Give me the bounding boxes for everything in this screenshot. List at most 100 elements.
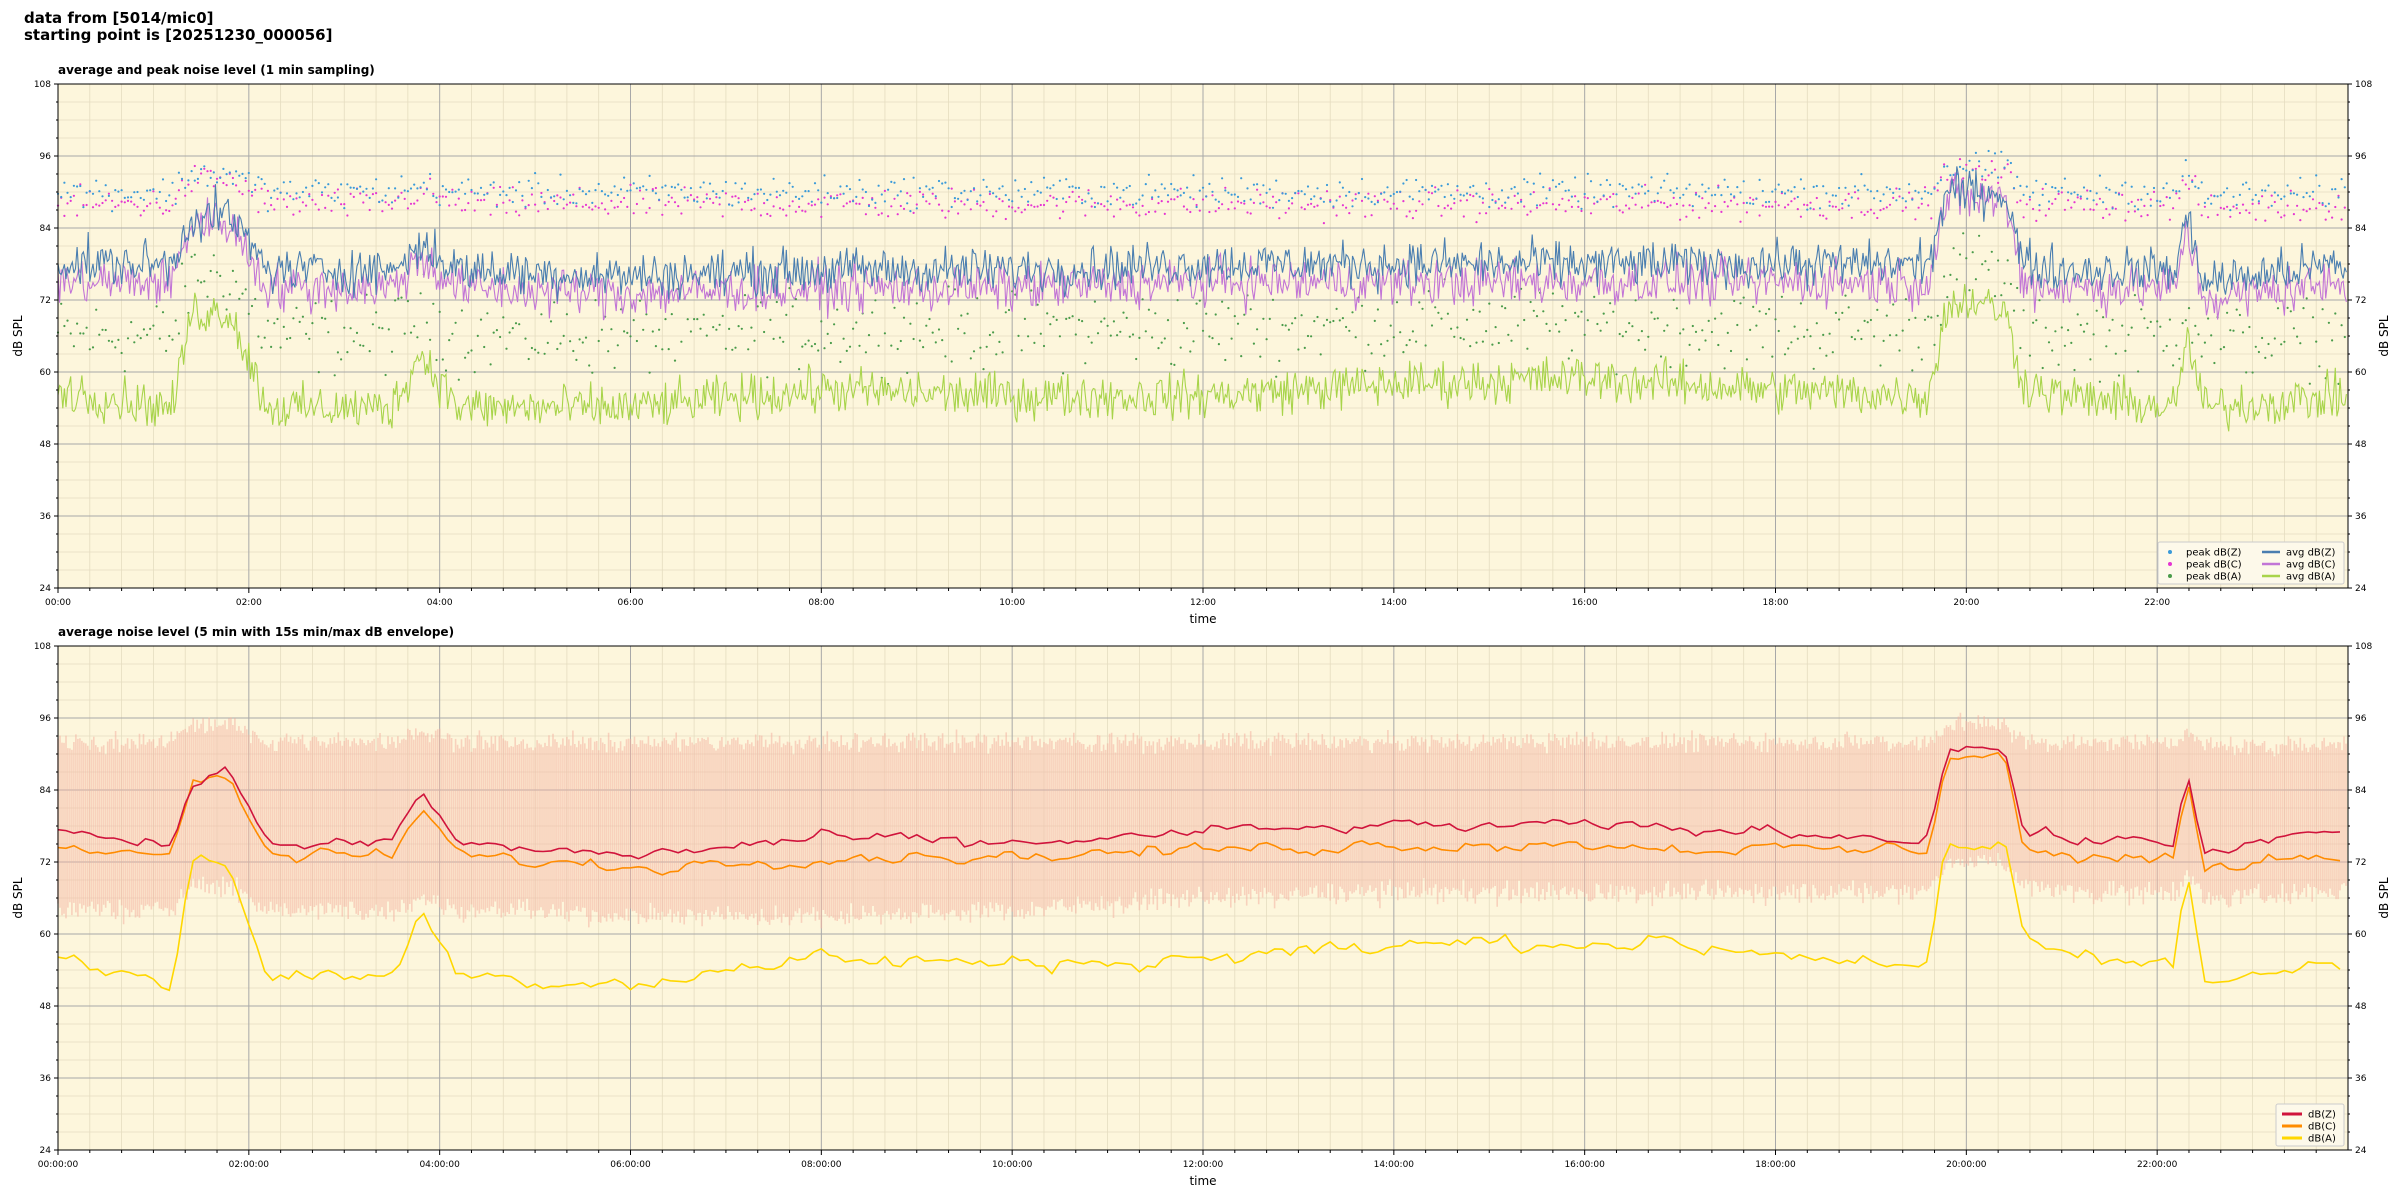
x-tick-label: 22:00:00	[2137, 1160, 2178, 1170]
peak-point	[1313, 205, 1316, 208]
peak-point	[378, 326, 381, 329]
peak-point	[1170, 182, 1173, 186]
peak-point	[1787, 203, 1790, 206]
peak-point	[451, 332, 454, 335]
peak-point	[435, 196, 438, 199]
peak-point	[750, 326, 753, 329]
peak-point	[400, 296, 403, 299]
peak-point	[944, 355, 947, 358]
peak-point	[941, 182, 944, 185]
peak-point	[2226, 205, 2229, 208]
peak-point	[126, 196, 130, 199]
peak-point	[505, 194, 508, 197]
peak-point	[931, 186, 934, 189]
peak-point	[1822, 333, 1825, 336]
peak-point	[2137, 370, 2140, 373]
peak-point	[1020, 211, 1023, 214]
peak-point	[2289, 192, 2292, 195]
peak-point	[241, 193, 244, 196]
peak-point	[365, 194, 368, 197]
peak-point	[1392, 192, 1395, 196]
peak-point	[1268, 317, 1271, 320]
peak-point	[804, 210, 807, 213]
legend-label: dB(A)	[2308, 1134, 2336, 1145]
peak-point	[1275, 375, 1278, 378]
peak-point	[1698, 348, 1701, 351]
peak-point	[1345, 194, 1348, 197]
peak-point	[1869, 190, 1872, 193]
peak-point	[1542, 186, 1545, 189]
peak-point	[2184, 319, 2187, 322]
peak-point	[1644, 348, 1647, 351]
peak-point	[1411, 198, 1414, 201]
peak-point	[1341, 186, 1344, 189]
peak-point	[1262, 317, 1265, 320]
peak-point	[1268, 206, 1271, 209]
peak-point	[308, 195, 311, 198]
peak-point	[1958, 158, 1962, 161]
peak-point	[2203, 201, 2206, 204]
peak-point	[120, 200, 123, 203]
peak-point	[1888, 188, 1892, 191]
peak-point	[1834, 205, 1837, 208]
peak-point	[1612, 310, 1615, 313]
peak-point	[2289, 189, 2292, 192]
peak-point	[572, 349, 575, 353]
peak-point	[1116, 334, 1119, 337]
peak-point	[645, 313, 648, 316]
peak-point	[2051, 349, 2054, 352]
peak-point	[2111, 318, 2114, 321]
peak-point	[2331, 188, 2334, 191]
peak-point	[769, 193, 772, 196]
peak-point	[371, 187, 374, 190]
peak-point	[1710, 210, 1713, 213]
peak-point	[209, 169, 212, 172]
peak-point	[1723, 200, 1726, 204]
peak-point	[667, 200, 670, 203]
peak-point	[950, 360, 953, 363]
peak-point	[98, 190, 101, 193]
peak-point	[699, 186, 702, 189]
peak-point	[1818, 214, 1822, 217]
peak-point	[1812, 367, 1815, 370]
peak-point	[906, 202, 909, 205]
peak-point	[740, 327, 743, 330]
peak-point	[1997, 176, 2000, 179]
peak-point	[2334, 205, 2337, 209]
peak-point	[1558, 203, 1561, 206]
peak-point	[1456, 189, 1459, 192]
peak-point	[1583, 196, 1586, 199]
peak-point	[1949, 273, 1952, 276]
peak-point	[2009, 282, 2012, 286]
peak-point	[1984, 178, 1987, 182]
peak-point	[836, 194, 839, 197]
peak-point	[556, 347, 559, 351]
peak-point	[2089, 358, 2092, 361]
peak-point	[406, 300, 409, 303]
peak-point	[1300, 314, 1303, 317]
peak-point	[495, 203, 498, 206]
peak-point	[2273, 191, 2276, 194]
peak-point	[1144, 183, 1147, 186]
peak-point	[820, 320, 823, 323]
peak-point	[2133, 210, 2136, 213]
peak-point	[549, 196, 553, 199]
peak-point	[769, 318, 772, 321]
peak-point	[1599, 183, 1602, 186]
peak-point	[1151, 336, 1154, 339]
peak-point	[2311, 316, 2315, 319]
peak-point	[1370, 214, 1373, 217]
peak-point	[1236, 322, 1240, 325]
peak-point	[2280, 343, 2283, 346]
peak-point	[763, 202, 766, 205]
peak-point	[190, 190, 193, 193]
peak-point	[2337, 382, 2340, 385]
peak-point	[721, 215, 724, 218]
peak-point	[2337, 196, 2340, 199]
peak-point	[1046, 312, 1049, 315]
peak-point	[193, 253, 196, 256]
peak-point	[158, 190, 161, 194]
peak-point	[1825, 192, 1828, 195]
peak-point	[1542, 310, 1545, 313]
peak-point	[1450, 327, 1453, 330]
